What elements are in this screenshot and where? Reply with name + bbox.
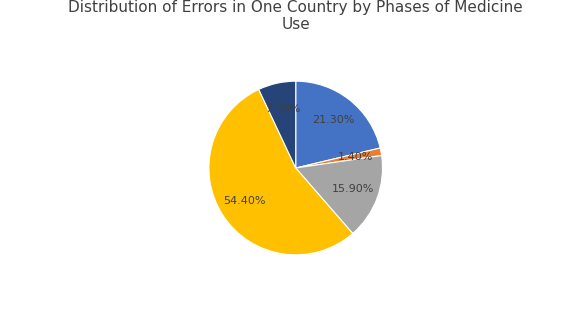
Text: 54.40%: 54.40% [223, 196, 266, 206]
Wedge shape [295, 81, 380, 168]
Text: 15.90%: 15.90% [332, 184, 374, 194]
Wedge shape [209, 89, 353, 255]
Text: 1.40%: 1.40% [338, 152, 373, 162]
Text: 21.30%: 21.30% [312, 115, 355, 125]
Title: Distribution of Errors in One Country by Phases of Medicine
Use: Distribution of Errors in One Country by… [68, 0, 523, 32]
Text: 7.00%: 7.00% [265, 104, 300, 114]
Wedge shape [295, 156, 383, 234]
Wedge shape [295, 148, 381, 168]
Wedge shape [258, 81, 296, 168]
